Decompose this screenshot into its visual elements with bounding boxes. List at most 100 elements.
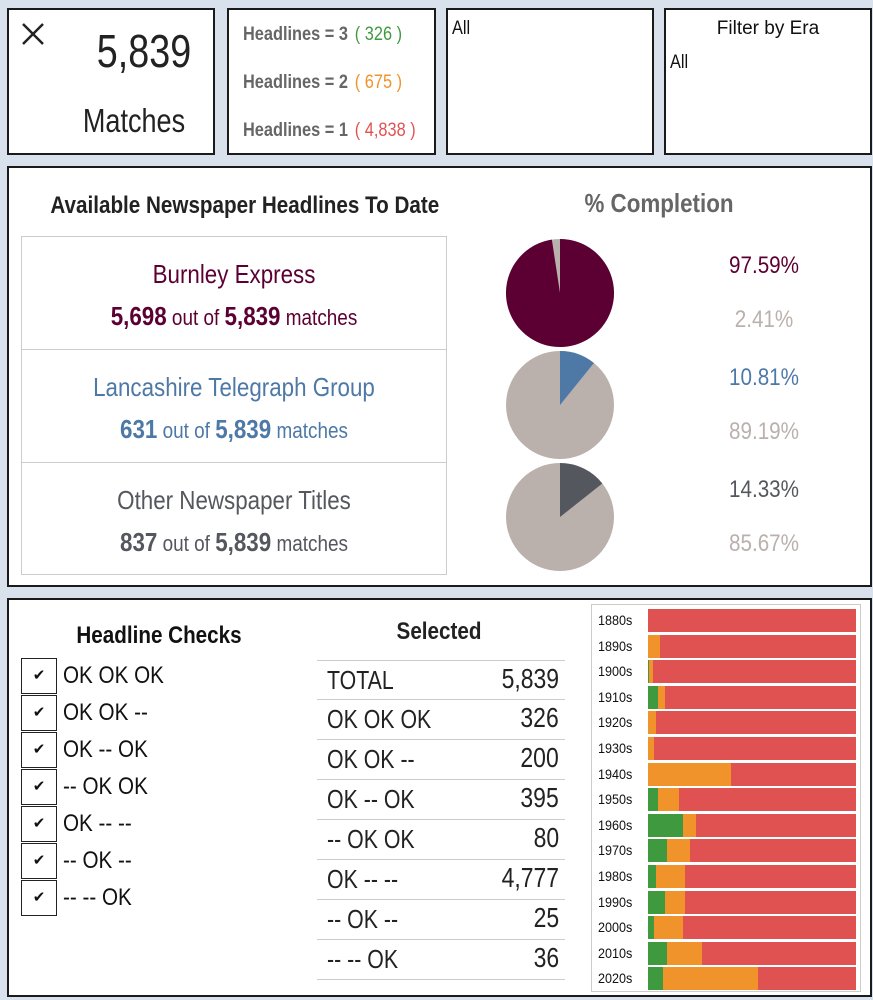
newspaper-count: 837 xyxy=(120,527,158,557)
check-label: OK -- -- xyxy=(63,810,132,837)
era-bar[interactable] xyxy=(648,967,856,991)
check-item[interactable]: ✔ -- OK -- xyxy=(21,843,221,879)
check-label: OK OK -- xyxy=(63,699,148,726)
era-bar[interactable] xyxy=(648,788,856,812)
checkbox-checked-icon[interactable]: ✔ xyxy=(21,695,57,731)
newspaper-name: Lancashire Telegraph Group xyxy=(93,372,375,402)
matches-suffix: matches xyxy=(285,305,358,330)
era-bar[interactable] xyxy=(648,890,856,914)
completion-pie-burnley-express[interactable] xyxy=(505,238,615,348)
headline-filter-1[interactable]: Headlines = 1 ( 4,838 ) xyxy=(243,120,416,142)
era-bar[interactable] xyxy=(648,660,856,684)
newspaper-count: 5,698 xyxy=(110,301,167,331)
era-bar-segment xyxy=(656,865,686,888)
era-label: 1900s xyxy=(598,663,633,680)
era-bar[interactable] xyxy=(648,737,856,760)
era-bar[interactable] xyxy=(648,762,856,786)
newspaper-total: 5,839 xyxy=(215,414,272,444)
check-label: -- OK -- xyxy=(63,847,132,874)
newspaper-count: 631 xyxy=(120,414,158,444)
era-bar[interactable] xyxy=(648,609,856,632)
era-filter-dropdown[interactable]: Filter by Era All xyxy=(664,8,872,155)
check-item[interactable]: ✔ -- -- OK xyxy=(21,880,221,916)
era-bar[interactable] xyxy=(648,916,856,940)
era-bar-segment xyxy=(654,737,856,760)
close-icon[interactable] xyxy=(19,20,49,50)
era-label: 1940s xyxy=(598,765,633,782)
panel-title: Available Newspaper Headlines To Date xyxy=(50,192,440,219)
pct-rest: 2.41% xyxy=(734,306,794,333)
out-of-text: out of xyxy=(162,531,210,556)
filter-dropdown[interactable]: All xyxy=(446,8,654,155)
selected-row: -- OK OK 80 xyxy=(317,820,565,860)
era-filter-title: Filter by Era xyxy=(716,18,820,39)
checkbox-checked-icon[interactable]: ✔ xyxy=(21,658,57,694)
selected-label: OK OK OK xyxy=(327,704,432,734)
era-label: 1880s xyxy=(598,612,633,628)
era-bar-segment xyxy=(648,890,665,914)
pie-main-slice xyxy=(506,239,614,347)
era-bar-segment xyxy=(689,839,856,863)
details-panel: Headline Checks ✔ OK OK OK ✔ OK OK -- ✔ … xyxy=(7,598,872,997)
headline-filter-2[interactable]: Headlines = 2 ( 675 ) xyxy=(243,72,402,94)
selected-value: 4,777 xyxy=(501,862,559,893)
headline-count-filter: Headlines = 3 ( 326 ) Headlines = 2 ( 675 … xyxy=(227,8,436,155)
newspaper-count-line: 5,698 out of 5,839 matches xyxy=(52,301,417,332)
era-bar-segment xyxy=(648,839,667,863)
newspaper-row-other-titles[interactable]: Other Newspaper Titles 837 out of 5,839 … xyxy=(22,463,446,576)
era-bar-segment xyxy=(648,660,650,684)
selected-row: -- -- OK 36 xyxy=(317,940,565,980)
era-bar-segment xyxy=(648,634,661,658)
era-bar-segment xyxy=(648,967,663,991)
check-item[interactable]: ✔ OK -- OK xyxy=(21,732,221,768)
headline-checks-title: Headline Checks xyxy=(76,622,242,649)
era-label: 2010s xyxy=(598,944,633,961)
era-bar[interactable] xyxy=(648,813,856,837)
era-bar[interactable] xyxy=(648,685,856,709)
newspaper-total: 5,839 xyxy=(215,527,272,557)
era-label: 1980s xyxy=(598,868,633,884)
selected-row: OK -- -- 4,777 xyxy=(317,860,565,900)
era-bar-segment xyxy=(660,634,856,658)
era-bar-segment xyxy=(648,865,657,888)
era-bar-segment xyxy=(662,967,759,991)
check-item[interactable]: ✔ OK -- -- xyxy=(21,806,221,842)
check-label: -- -- OK xyxy=(63,884,132,911)
selected-label: OK OK -- xyxy=(327,744,415,774)
matches-count: 5,839 xyxy=(96,25,192,77)
era-bar[interactable] xyxy=(648,711,856,735)
era-bar[interactable] xyxy=(648,839,856,863)
era-bar-segment xyxy=(648,609,856,632)
checkbox-checked-icon[interactable]: ✔ xyxy=(21,769,57,805)
era-bar[interactable] xyxy=(648,941,856,965)
era-bar-segment xyxy=(648,711,657,735)
completion-pie-lancashire-telegraph[interactable] xyxy=(505,350,615,460)
checkbox-checked-icon[interactable]: ✔ xyxy=(21,732,57,768)
newspaper-name: Other Newspaper Titles xyxy=(117,485,351,515)
newspaper-row-burnley-express[interactable]: Burnley Express 5,698 out of 5,839 match… xyxy=(22,237,446,350)
era-bar[interactable] xyxy=(648,865,856,888)
check-item[interactable]: ✔ OK OK OK xyxy=(21,658,221,694)
matches-suffix: matches xyxy=(276,531,348,556)
newspaper-row-lancashire-telegraph[interactable]: Lancashire Telegraph Group 631 out of 5,… xyxy=(22,350,446,463)
completion-pie-other-titles[interactable] xyxy=(505,462,615,572)
era-bar[interactable] xyxy=(648,634,856,658)
pct-rest: 85.67% xyxy=(728,530,800,557)
selected-value: 5,839 xyxy=(501,663,559,694)
checkbox-checked-icon[interactable]: ✔ xyxy=(21,880,57,916)
checkbox-checked-icon[interactable]: ✔ xyxy=(21,806,57,842)
selected-label: -- OK -- xyxy=(327,904,399,934)
check-item[interactable]: ✔ OK OK -- xyxy=(21,695,221,731)
checkbox-checked-icon[interactable]: ✔ xyxy=(21,843,57,879)
era-label: 1990s xyxy=(598,893,633,910)
headline-filter-3[interactable]: Headlines = 3 ( 326 ) xyxy=(243,24,402,46)
era-bar-segment xyxy=(664,685,856,709)
selected-row: OK -- OK 395 xyxy=(317,780,565,820)
filter-value: All xyxy=(452,18,471,39)
selected-label: -- OK OK xyxy=(327,824,415,854)
check-item[interactable]: ✔ -- OK OK xyxy=(21,769,221,805)
era-bar-segment xyxy=(731,762,856,786)
selected-value: 395 xyxy=(520,782,559,813)
era-label: 1890s xyxy=(598,637,633,654)
selected-value: 200 xyxy=(520,742,559,773)
